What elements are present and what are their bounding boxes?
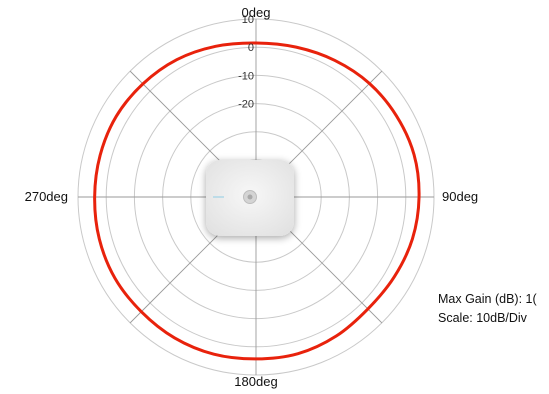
grid-spoke	[129, 70, 231, 172]
grid-spoke	[281, 222, 383, 324]
axis-labels: 10 0 -10 -20 0deg 90deg 180deg 270deg	[25, 5, 479, 389]
grid-spoke	[129, 222, 231, 324]
angle-label: 0deg	[242, 5, 271, 20]
radial-tick-label: 10	[242, 14, 254, 26]
access-point-device-icon	[206, 160, 294, 236]
grid-spoke	[281, 70, 383, 172]
radial-tick-label: -10	[238, 70, 254, 82]
angle-label: 90deg	[442, 189, 478, 204]
radial-tick-label: 0	[248, 42, 254, 54]
gain-trace-line	[93, 41, 421, 361]
angle-label: 270deg	[25, 189, 68, 204]
gain-trace	[93, 41, 421, 361]
scale-text: Scale: 10dB/Div	[438, 311, 527, 325]
max-gain-text: Max Gain (dB): 1(	[438, 292, 537, 306]
polar-grid	[77, 18, 435, 376]
angle-label: 180deg	[234, 374, 277, 389]
radial-tick-label: -20	[238, 99, 254, 111]
